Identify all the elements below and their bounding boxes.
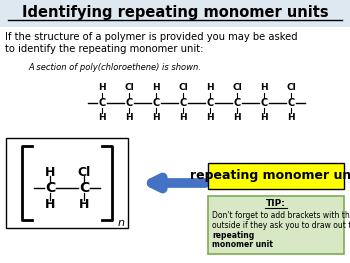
Text: H: H bbox=[260, 83, 268, 93]
FancyArrowPatch shape bbox=[152, 178, 205, 189]
Text: H: H bbox=[152, 83, 160, 93]
Text: TIP:: TIP: bbox=[266, 200, 286, 209]
Text: C: C bbox=[152, 98, 160, 108]
Text: H: H bbox=[45, 198, 55, 210]
Text: H: H bbox=[125, 114, 133, 123]
Text: Cl: Cl bbox=[232, 83, 242, 93]
Text: H: H bbox=[98, 83, 106, 93]
FancyBboxPatch shape bbox=[0, 27, 350, 263]
Text: Identifying repeating monomer units: Identifying repeating monomer units bbox=[22, 6, 328, 21]
Text: H: H bbox=[98, 114, 106, 123]
Text: Don't forget to add brackets with the letter 'n': Don't forget to add brackets with the le… bbox=[212, 211, 350, 220]
Text: If the structure of a polymer is provided you may be asked
to identify the repea: If the structure of a polymer is provide… bbox=[5, 32, 297, 54]
Text: H: H bbox=[45, 165, 55, 179]
Text: repeating: repeating bbox=[212, 231, 254, 240]
Text: A section of poly(chloroethene) is shown.: A section of poly(chloroethene) is shown… bbox=[28, 63, 201, 72]
Text: Cl: Cl bbox=[286, 83, 296, 93]
Text: Cl: Cl bbox=[124, 83, 134, 93]
FancyBboxPatch shape bbox=[6, 138, 128, 228]
Text: H: H bbox=[79, 198, 89, 210]
Text: H: H bbox=[260, 114, 268, 123]
Text: H: H bbox=[206, 114, 214, 123]
Text: repeating monomer unit: repeating monomer unit bbox=[190, 169, 350, 183]
Text: C: C bbox=[45, 181, 55, 195]
Text: C: C bbox=[125, 98, 133, 108]
Text: monomer unit: monomer unit bbox=[212, 240, 273, 249]
FancyBboxPatch shape bbox=[208, 196, 344, 254]
FancyBboxPatch shape bbox=[0, 0, 350, 27]
Text: Cl: Cl bbox=[178, 83, 188, 93]
Text: H: H bbox=[152, 114, 160, 123]
Text: H: H bbox=[287, 114, 295, 123]
Text: n: n bbox=[118, 218, 125, 228]
Text: C: C bbox=[206, 98, 214, 108]
Text: H: H bbox=[233, 114, 241, 123]
Text: H: H bbox=[179, 114, 187, 123]
Text: C: C bbox=[233, 98, 241, 108]
Text: C: C bbox=[79, 181, 89, 195]
Text: C: C bbox=[179, 98, 187, 108]
Text: Cl: Cl bbox=[77, 165, 91, 179]
Text: outside if they ask you to draw out the: outside if they ask you to draw out the bbox=[212, 221, 350, 230]
Text: H: H bbox=[206, 83, 214, 93]
FancyBboxPatch shape bbox=[208, 163, 344, 189]
Text: C: C bbox=[260, 98, 268, 108]
Text: C: C bbox=[98, 98, 106, 108]
Text: C: C bbox=[287, 98, 295, 108]
